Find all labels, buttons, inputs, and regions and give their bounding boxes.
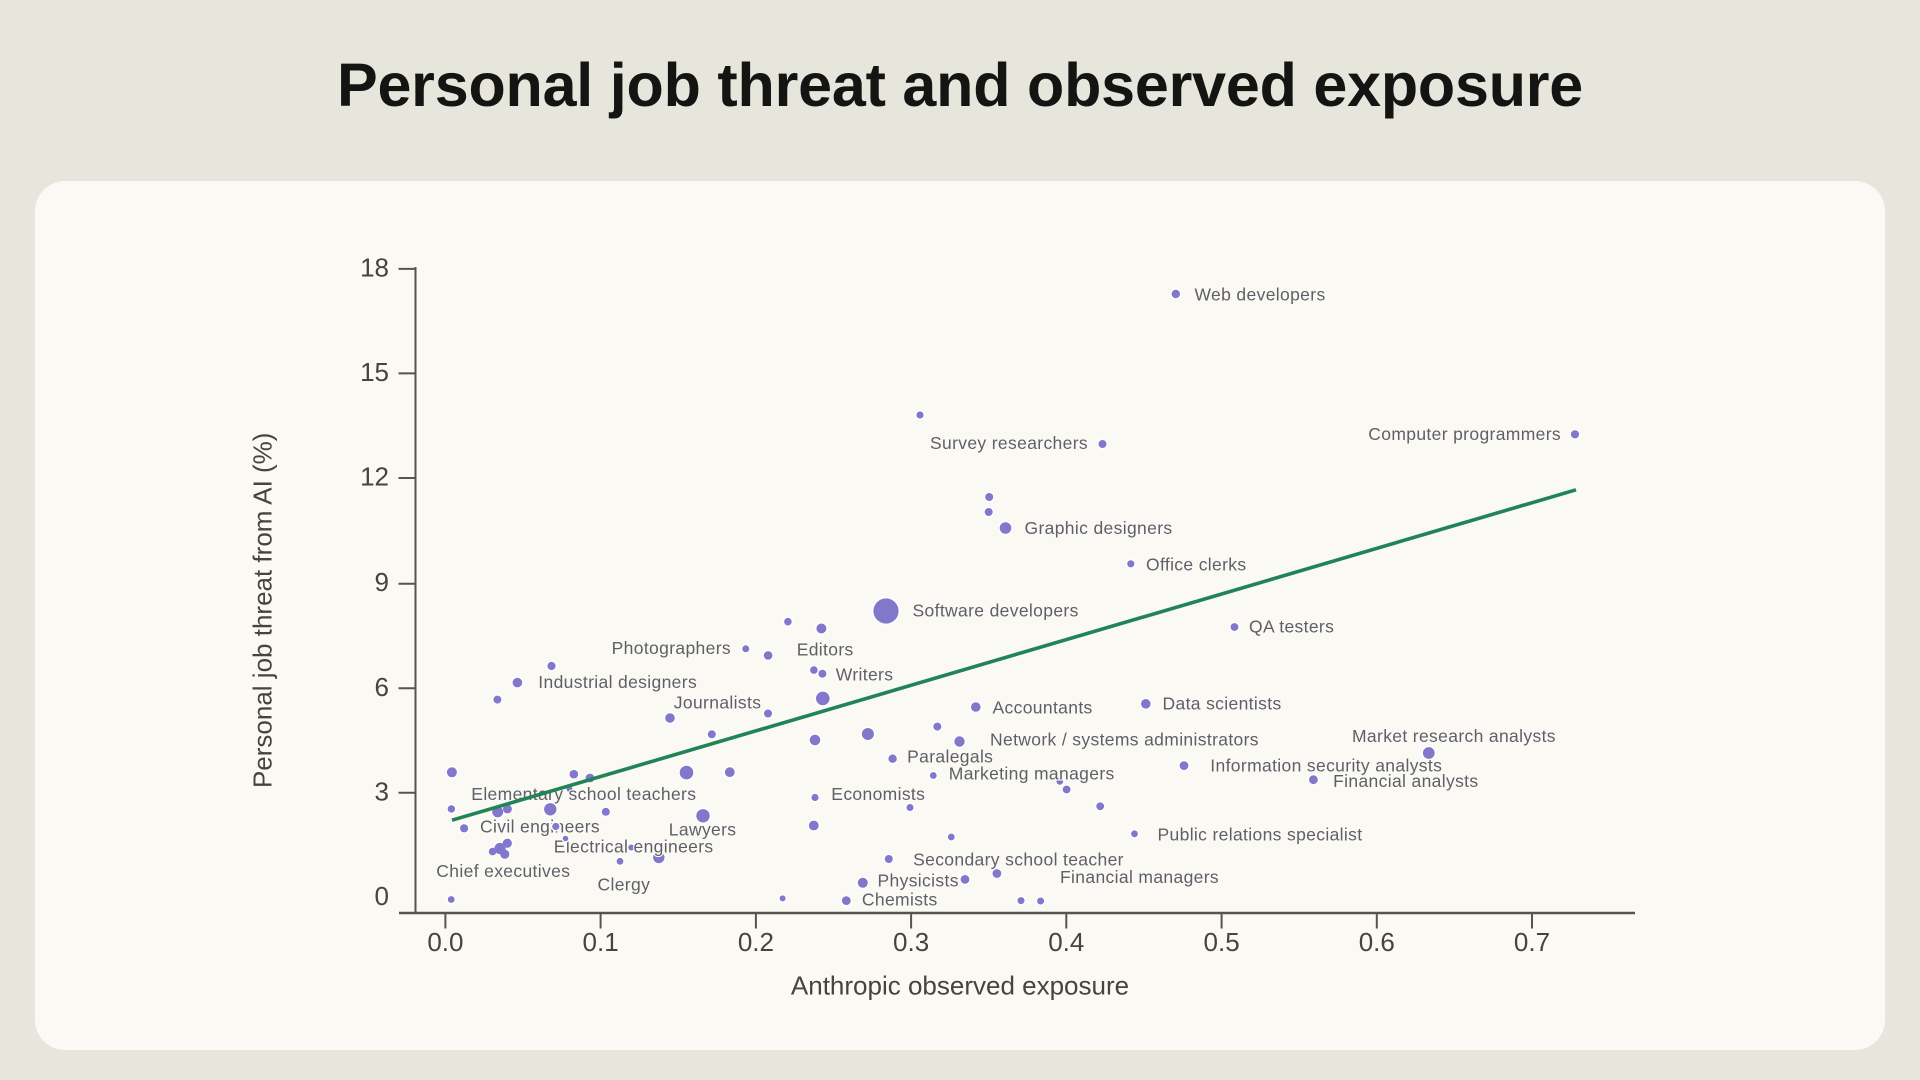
svg-text:Information security analysts: Information security analysts [1210, 755, 1442, 775]
svg-text:QA testers: QA testers [1249, 617, 1334, 637]
svg-text:Electrical engineers: Electrical engineers [554, 836, 714, 856]
svg-text:Computer programmers: Computer programmers [1368, 424, 1561, 444]
svg-text:0.3: 0.3 [893, 927, 929, 957]
svg-text:3: 3 [375, 776, 389, 806]
svg-text:0.5: 0.5 [1204, 927, 1240, 957]
svg-text:Clergy: Clergy [598, 875, 651, 895]
svg-text:0.6: 0.6 [1359, 927, 1395, 957]
svg-text:Elementary school teachers: Elementary school teachers [471, 784, 696, 804]
svg-text:Chemists: Chemists [862, 890, 938, 910]
svg-text:12: 12 [360, 462, 389, 492]
svg-text:Office clerks: Office clerks [1146, 555, 1247, 575]
svg-text:18: 18 [360, 252, 389, 282]
svg-text:Writers: Writers [836, 665, 894, 685]
svg-text:0.4: 0.4 [1048, 927, 1084, 957]
svg-text:9: 9 [375, 567, 389, 597]
svg-text:Network / systems administrato: Network / systems administrators [990, 730, 1259, 750]
svg-text:Marketing managers: Marketing managers [949, 764, 1115, 784]
svg-text:Chief executives: Chief executives [436, 861, 570, 881]
svg-text:Financial managers: Financial managers [1060, 867, 1219, 887]
svg-text:Software developers: Software developers [913, 601, 1079, 621]
svg-text:Physicists: Physicists [878, 871, 959, 891]
svg-text:15: 15 [360, 357, 389, 387]
svg-text:6: 6 [375, 672, 389, 702]
svg-text:Data scientists: Data scientists [1163, 694, 1282, 714]
svg-text:0.0: 0.0 [427, 927, 463, 957]
svg-text:Survey researchers: Survey researchers [930, 433, 1088, 453]
svg-text:Financial analysts: Financial analysts [1333, 771, 1478, 791]
svg-text:Public relations specialist: Public relations specialist [1158, 825, 1363, 845]
svg-text:Market research analysts: Market research analysts [1352, 726, 1556, 746]
svg-text:Civil engineers: Civil engineers [480, 816, 600, 836]
svg-text:0.1: 0.1 [583, 927, 619, 957]
svg-text:Accountants: Accountants [993, 698, 1093, 718]
svg-text:Anthropic observed exposure: Anthropic observed exposure [791, 971, 1129, 1001]
svg-text:Photographers: Photographers [612, 638, 731, 658]
svg-text:Editors: Editors [797, 640, 854, 660]
svg-text:0.2: 0.2 [738, 927, 774, 957]
svg-text:Graphic designers: Graphic designers [1025, 518, 1173, 538]
svg-text:Economists: Economists [831, 784, 925, 804]
svg-text:Secondary school teacher: Secondary school teacher [913, 850, 1124, 870]
svg-text:Web developers: Web developers [1195, 285, 1326, 305]
svg-text:Industrial designers: Industrial designers [538, 672, 697, 692]
svg-text:0.7: 0.7 [1514, 927, 1550, 957]
svg-text:0: 0 [375, 881, 389, 911]
svg-text:Personal job threat from AI (%: Personal job threat from AI (%) [248, 433, 278, 788]
svg-text:Lawyers: Lawyers [669, 820, 737, 840]
svg-text:Journalists: Journalists [674, 693, 762, 713]
svg-text:Paralegals: Paralegals [907, 747, 993, 767]
